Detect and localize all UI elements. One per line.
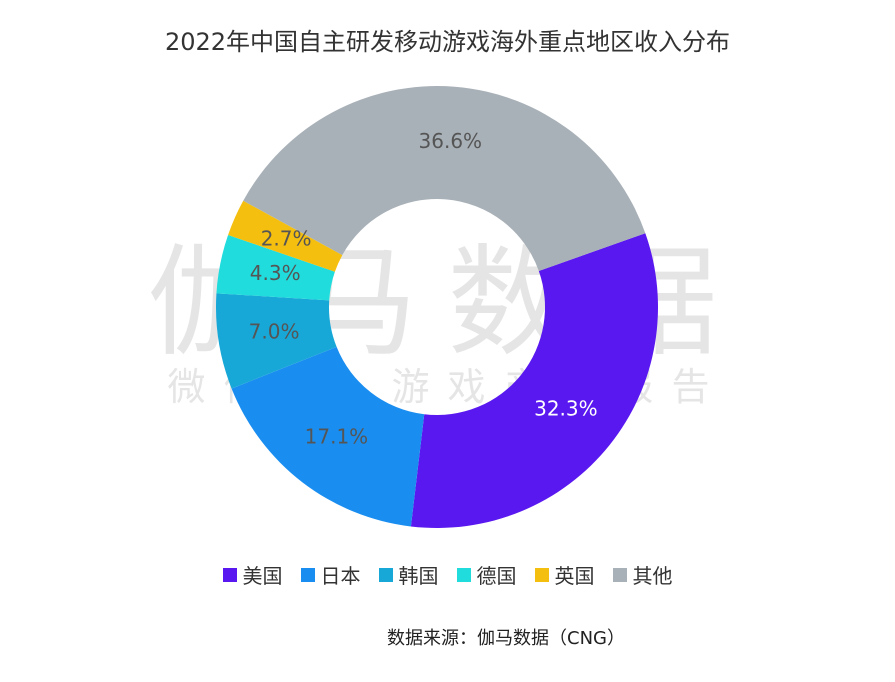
legend-label: 其他 (632, 564, 673, 588)
chart-title: 2022年中国自主研发移动游戏海外重点地区收入分布 (164, 28, 731, 56)
legend-label: 美国 (242, 564, 283, 588)
data-source-note: 数据来源：伽马数据（CNG） (387, 628, 625, 649)
legend-item: 韩国 (378, 560, 439, 589)
legend-item: 英国 (534, 560, 595, 589)
slice-data-label: 32.3% (534, 397, 598, 421)
slice-data-label: 4.3% (250, 261, 301, 285)
donut-slice (228, 200, 343, 272)
slice-data-label: 36.6% (419, 129, 483, 153)
donut-slice (243, 86, 646, 271)
donut-slice (216, 293, 337, 389)
legend-swatch (612, 567, 627, 582)
slice-data-label: 7.0% (249, 319, 300, 343)
donut-labels: 32.3% 17.1% 7.0% 4.3% 2.7% 36.6% (249, 129, 598, 448)
donut-slice (231, 346, 425, 527)
legend-label: 韩国 (398, 564, 439, 588)
legend-swatch (300, 567, 315, 582)
legend-label: 英国 (554, 564, 595, 588)
legend-label: 日本 (320, 564, 361, 588)
legend-swatch (378, 567, 393, 582)
legend-swatch (456, 567, 471, 582)
slice-data-label: 2.7% (261, 227, 312, 251)
legend-swatch (534, 567, 549, 582)
slice-data-label: 17.1% (305, 424, 369, 448)
legend-item: 日本 (300, 560, 361, 589)
donut-slice (410, 233, 659, 528)
legend-label: 德国 (476, 564, 517, 588)
legend: 美国 日本 韩国 德国 英国 其他 (0, 560, 895, 589)
donut-slice (216, 234, 335, 301)
legend-swatch (222, 567, 237, 582)
donut-slices (216, 86, 659, 528)
legend-item: 美国 (222, 560, 283, 589)
legend-item: 其他 (612, 560, 673, 589)
legend-item: 德国 (456, 560, 517, 589)
